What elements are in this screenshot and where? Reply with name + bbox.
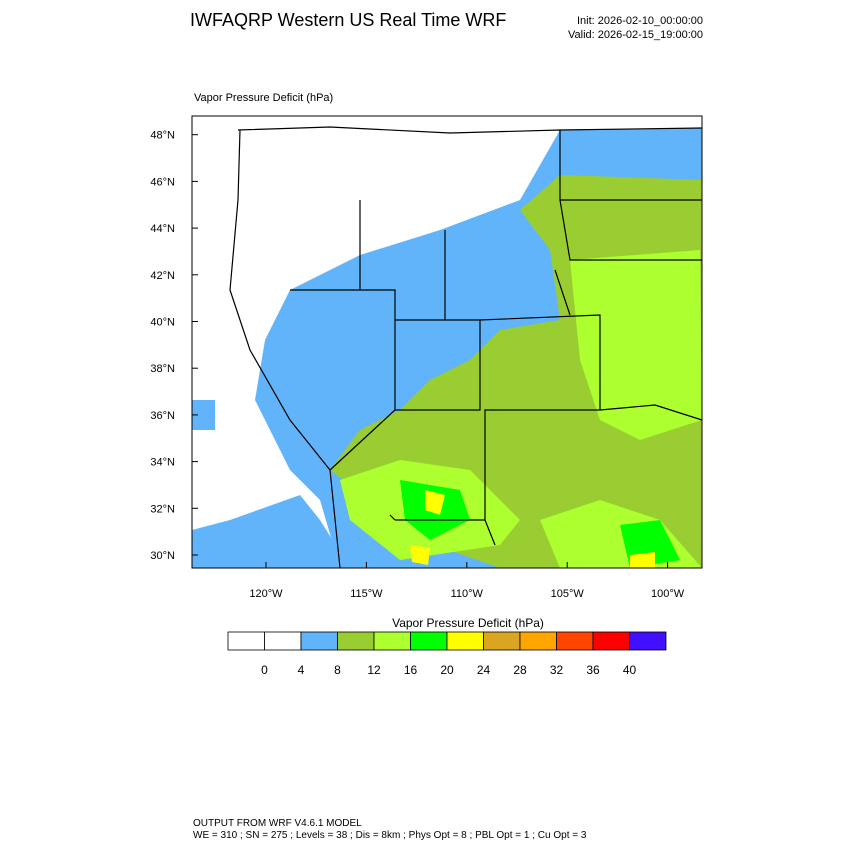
colorbar-box <box>556 631 594 651</box>
lat-tick-label: 36°N <box>150 410 175 422</box>
lat-tick-label: 30°N <box>150 550 175 562</box>
colorbar-box <box>519 631 557 651</box>
map-frame <box>191 115 703 569</box>
title: IWFAQRP Western US Real Time WRF <box>190 10 506 30</box>
state-borders <box>229 126 703 569</box>
colorbar-label: 36 <box>586 663 600 677</box>
colorbar-label: 40 <box>623 663 637 677</box>
valid-time: Valid: 2026-02-15_19:00:00 <box>568 29 703 41</box>
colorbar-label: 12 <box>367 663 381 677</box>
colorbar-label: 8 <box>334 663 341 677</box>
colorbar-box <box>373 631 411 651</box>
lat-tick-label: 42°N <box>150 270 175 282</box>
colorbar-label: 28 <box>513 663 527 677</box>
lon-tick-label: 105°W <box>551 588 585 600</box>
lat-tick-label: 46°N <box>150 176 175 188</box>
footer-line: WE = 310 ; SN = 275 ; Levels = 38 ; Dis … <box>193 830 587 841</box>
colorbar-label: 20 <box>440 663 454 677</box>
colorbar-box <box>337 631 375 651</box>
yellow-region <box>410 490 655 568</box>
colorbar-title: Vapor Pressure Deficit (hPa) <box>392 616 544 630</box>
lat-tick-label: 48°N <box>150 130 175 142</box>
lon-tick-label: 110°W <box>451 588 484 600</box>
colorbar-box <box>483 631 521 651</box>
colorbar-label: 24 <box>477 663 491 677</box>
init-time: Init: 2026-02-10_00:00:00 <box>577 15 703 27</box>
colorbar-label: 16 <box>404 663 418 677</box>
footer-line: OUTPUT FROM WRF V4.6.1 MODEL <box>193 818 362 829</box>
lon-tick-label: 115°W <box>350 588 383 600</box>
lat-tick-label: 38°N <box>150 363 175 375</box>
colorbar-box <box>264 631 302 651</box>
lat-tick-label: 32°N <box>150 503 175 515</box>
lon-tick-label: 100°W <box>651 588 685 600</box>
colorbar-box <box>300 631 338 651</box>
colorbar-label: 4 <box>298 663 305 677</box>
ocean-region <box>192 400 350 568</box>
field-label: Vapor Pressure Deficit (hPa) <box>194 92 333 104</box>
colorbar-box <box>592 631 630 651</box>
colorbar-box <box>410 631 448 651</box>
colorbar-box <box>446 631 484 651</box>
colorbar-label: 0 <box>261 663 268 677</box>
lat-tick-label: 34°N <box>150 457 175 469</box>
lat-tick-label: 40°N <box>150 317 175 329</box>
colorbar-label: 32 <box>550 663 564 677</box>
colorbar-box <box>629 631 667 651</box>
lat-tick-label: 44°N <box>150 223 175 235</box>
lon-tick-label: 120°W <box>249 588 283 600</box>
colorbar-box <box>227 631 265 651</box>
map <box>191 115 703 569</box>
